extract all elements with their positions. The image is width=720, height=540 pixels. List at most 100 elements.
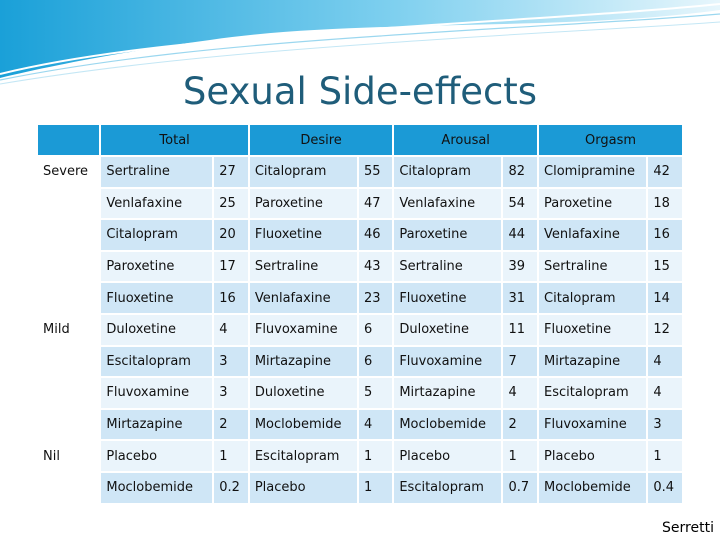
severity-label <box>38 220 100 250</box>
drug-name: Venlafaxine <box>539 220 647 250</box>
drug-name: Fluvoxamine <box>539 409 647 440</box>
drug-value: 54 <box>503 188 538 219</box>
drug-name: Escitalopram <box>394 472 502 503</box>
table-row: Severe Sertraline 27 Citalopram 55 Citalopram… <box>38 157 682 187</box>
drug-name: Escitalopram <box>249 441 357 471</box>
drug-value: 27 <box>214 157 248 187</box>
drug-value: 1 <box>214 441 248 471</box>
drug-value: 0.7 <box>503 472 538 503</box>
drug-name: Citalopram <box>394 157 502 187</box>
drug-name: Venlafaxine <box>101 188 213 219</box>
drug-value: 43 <box>358 251 393 282</box>
drug-name: Venlafaxine <box>394 188 502 219</box>
drug-name: Sertraline <box>539 251 647 282</box>
header-orgasm: Orgasm <box>539 125 682 155</box>
table-row: Fluoxetine 16 Venlafaxine 23 Fluoxetine 31 Cit… <box>38 283 682 313</box>
header-total: Total <box>101 125 248 155</box>
drug-value: 44 <box>503 220 538 250</box>
drug-value: 0.4 <box>648 472 682 503</box>
decorative-banner <box>0 0 720 85</box>
table-row: Fluvoxamine 3 Duloxetine 5 Mirtazapine 4 Escit… <box>38 378 682 408</box>
drug-value: 1 <box>358 441 393 471</box>
drug-name: Mirtazapine <box>394 378 502 408</box>
drug-name: Fluvoxamine <box>249 314 357 345</box>
drug-name: Escitalopram <box>101 346 213 377</box>
drug-name: Moclobemide <box>101 472 213 503</box>
drug-name: Moclobemide <box>249 409 357 440</box>
drug-value: 1 <box>358 472 393 503</box>
drug-value: 16 <box>214 283 248 313</box>
drug-name: Placebo <box>539 441 647 471</box>
header-row: Total Desire Arousal Orgasm <box>38 125 682 155</box>
drug-name: Moclobemide <box>394 409 502 440</box>
table-row: Citalopram 20 Fluoxetine 46 Paroxetine 44 Venl… <box>38 220 682 250</box>
drug-name: Fluvoxamine <box>101 378 213 408</box>
drug-value: 6 <box>358 346 393 377</box>
table-row: Escitalopram 3 Mirtazapine 6 Fluvoxamine 7 Mir… <box>38 346 682 377</box>
drug-value: 31 <box>503 283 538 313</box>
drug-name: Mirtazapine <box>101 409 213 440</box>
drug-value: 7 <box>503 346 538 377</box>
table-row: Moclobemide 0.2 Placebo 1 Escitalopram 0.7 Moc… <box>38 472 682 503</box>
side-effects-table: Total Desire Arousal Orgasm Severe Sertra… <box>36 123 684 505</box>
drug-value: 15 <box>648 251 682 282</box>
severity-label <box>38 283 100 313</box>
drug-value: 42 <box>648 157 682 187</box>
header-desire: Desire <box>249 125 393 155</box>
drug-value: 4 <box>503 378 538 408</box>
drug-name: Sertraline <box>101 157 213 187</box>
drug-name: Mirtazapine <box>539 346 647 377</box>
drug-value: 3 <box>214 378 248 408</box>
table-row: Paroxetine 17 Sertraline 43 Sertraline 39 Sert… <box>38 251 682 282</box>
severity-label <box>38 188 100 219</box>
drug-value: 20 <box>214 220 248 250</box>
table-row: Mirtazapine 2 Moclobemide 4 Moclobemide 2 Fluv… <box>38 409 682 440</box>
drug-name: Citalopram <box>249 157 357 187</box>
table-row: Mild Duloxetine 4 Fluvoxamine 6 Duloxetine 11 F… <box>38 314 682 345</box>
drug-value: 14 <box>648 283 682 313</box>
drug-value: 0.2 <box>214 472 248 503</box>
severity-label: Severe <box>38 157 100 187</box>
drug-value: 11 <box>503 314 538 345</box>
drug-value: 12 <box>648 314 682 345</box>
drug-value: 23 <box>358 283 393 313</box>
drug-name: Fluoxetine <box>539 314 647 345</box>
drug-name: Clomipramine <box>539 157 647 187</box>
drug-value: 16 <box>648 220 682 250</box>
drug-name: Sertraline <box>249 251 357 282</box>
slide-title: Sexual Side-effects <box>182 70 538 113</box>
drug-value: 17 <box>214 251 248 282</box>
credit-text: Serretti <box>662 520 714 536</box>
drug-name: Venlafaxine <box>249 283 357 313</box>
drug-value: 6 <box>358 314 393 345</box>
severity-label <box>38 472 100 503</box>
drug-value: 5 <box>358 378 393 408</box>
drug-value: 55 <box>358 157 393 187</box>
table-row: Venlafaxine 25 Paroxetine 47 Venlafaxine 54 Pa… <box>38 188 682 219</box>
drug-value: 1 <box>503 441 538 471</box>
severity-label <box>38 346 100 377</box>
drug-name: Fluvoxamine <box>394 346 502 377</box>
drug-value: 47 <box>358 188 393 219</box>
drug-value: 18 <box>648 188 682 219</box>
drug-value: 39 <box>503 251 538 282</box>
drug-name: Duloxetine <box>101 314 213 345</box>
drug-name: Placebo <box>394 441 502 471</box>
severity-label <box>38 378 100 408</box>
drug-name: Paroxetine <box>249 188 357 219</box>
severity-label: Mild <box>38 314 100 345</box>
drug-name: Paroxetine <box>539 188 647 219</box>
drug-name: Fluoxetine <box>101 283 213 313</box>
drug-name: Paroxetine <box>394 220 502 250</box>
drug-value: 46 <box>358 220 393 250</box>
drug-value: 2 <box>214 409 248 440</box>
drug-name: Placebo <box>249 472 357 503</box>
table-row: Nil Placebo 1 Escitalopram 1 Placebo 1 Placebo 1 <box>38 441 682 471</box>
drug-value: 3 <box>648 409 682 440</box>
drug-name: Duloxetine <box>394 314 502 345</box>
drug-value: 82 <box>503 157 538 187</box>
header-arousal: Arousal <box>394 125 538 155</box>
drug-value: 4 <box>648 378 682 408</box>
drug-name: Sertraline <box>394 251 502 282</box>
drug-name: Citalopram <box>539 283 647 313</box>
